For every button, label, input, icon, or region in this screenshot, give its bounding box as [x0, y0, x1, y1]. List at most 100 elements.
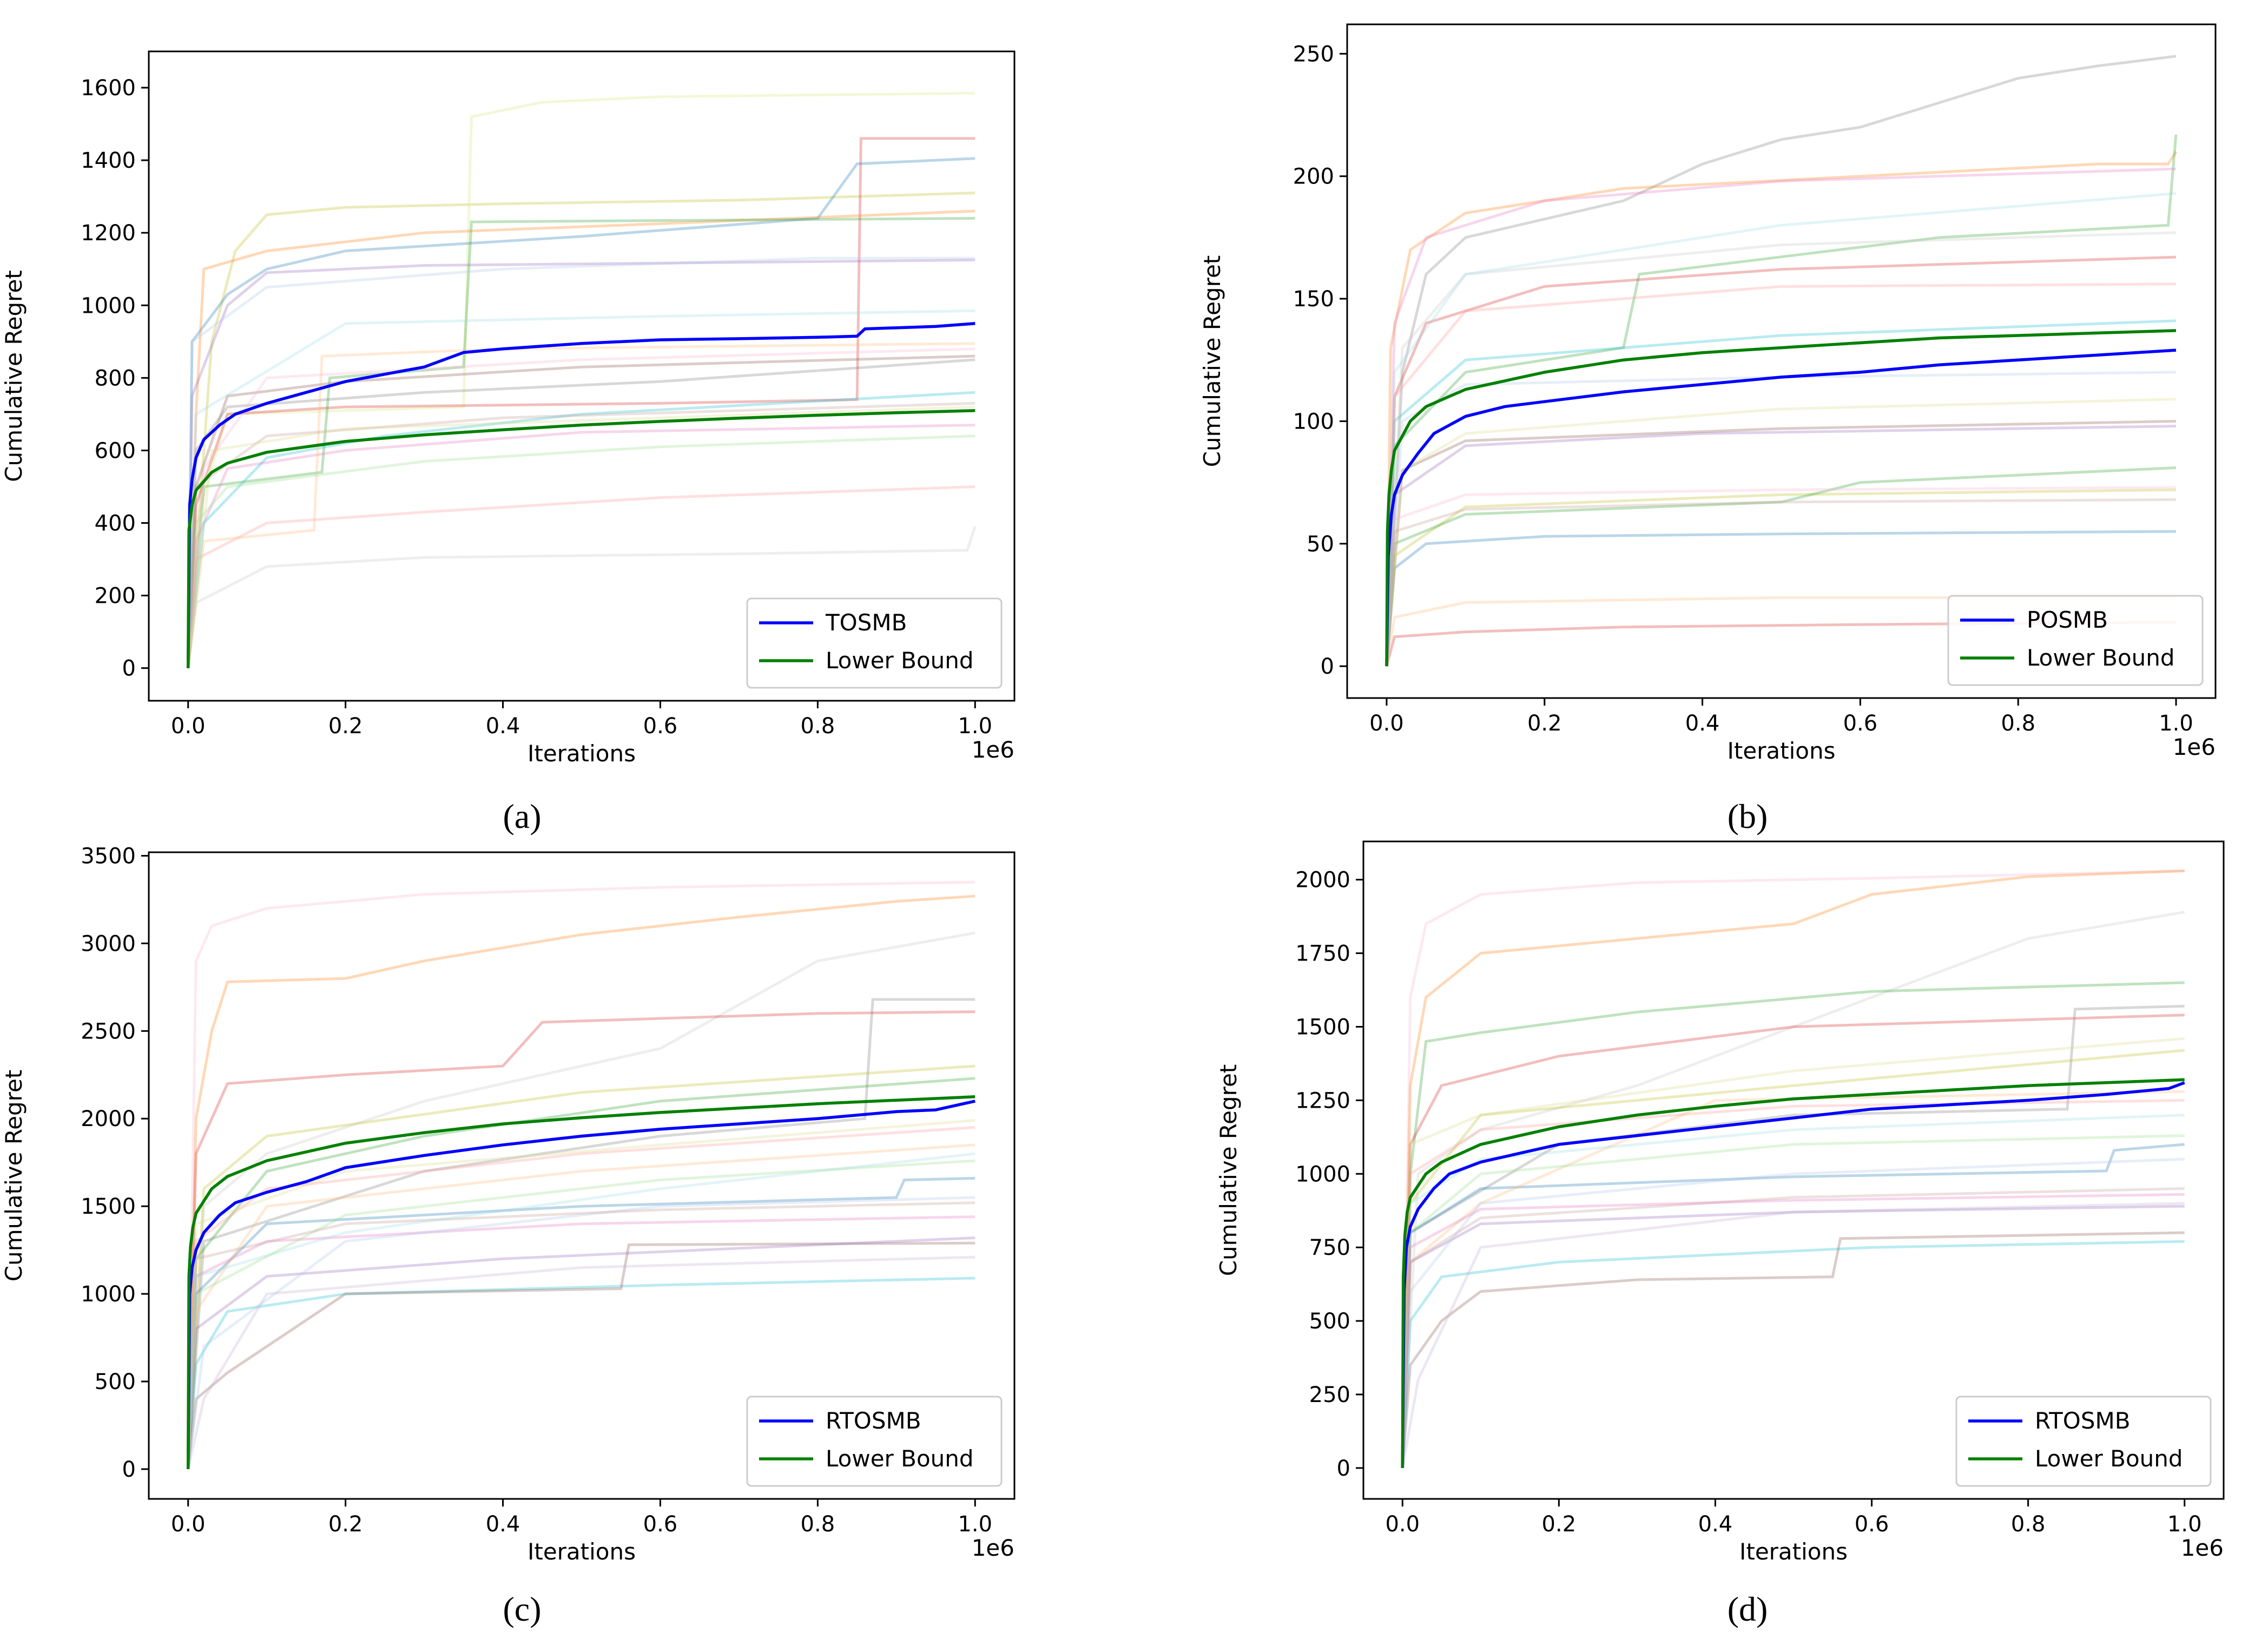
background-run-line: [187, 347, 975, 668]
y-tick-label: 1600: [81, 76, 136, 101]
y-tick-label: 0: [122, 656, 136, 681]
axes-frame: [148, 50, 1016, 702]
panel-caption: (a): [503, 797, 541, 835]
x-tick-label: 0.0: [1369, 711, 1404, 736]
background-run-line: [187, 1196, 975, 1470]
legend: RTOSMB Lower Bound: [1955, 1396, 2212, 1487]
background-run-line: [1385, 134, 2178, 667]
background-run-line: [1401, 869, 2185, 1468]
background-run-line: [187, 256, 975, 668]
y-tick-label: 1400: [81, 148, 136, 173]
legend: RTOSMB Lower Bound: [746, 1396, 1003, 1487]
legend-label: Lower Bound: [2035, 1445, 2183, 1472]
x-tick-label: 0.6: [1855, 1512, 1889, 1537]
y-tick-label: 750: [1309, 1235, 1350, 1260]
background-run-line: [1401, 1049, 2185, 1468]
y-tick-label: 3000: [81, 931, 136, 956]
plot-layer: 0.0 0.2 0.4 0.6 0.8 1.0 0 250 500 750 1000 1250 1500…: [1215, 840, 2225, 1565]
chart-panel-d: 0.0 0.2 0.4 0.6 0.8 1.0 0 250 500 750 1000 1250 1500…: [1215, 840, 2225, 1628]
x-tick-label: 0.2: [328, 714, 363, 739]
y-axis-label: Cumulative Regret: [1215, 1064, 1242, 1276]
legend-label: POSMB: [2027, 607, 2108, 633]
plot-layer: 0.0 0.2 0.4 0.6 0.8 1.0 0 50 100 150 200 250 Iterati…: [1199, 23, 2217, 764]
x-tick-label: 0.2: [1527, 711, 1562, 736]
legend-label: TOSMB: [825, 609, 907, 636]
x-tick-label: 1.0: [2159, 711, 2193, 736]
background-run-line: [1401, 1098, 2185, 1468]
background-run-line: [1385, 151, 2178, 667]
background-run-line: [187, 1010, 975, 1469]
background-run-line: [187, 358, 975, 668]
x-offset-label: 1e6: [2181, 1535, 2224, 1561]
background-run-line: [187, 1215, 975, 1470]
x-tick-label: 0.6: [643, 1512, 678, 1537]
background-run-line: [187, 216, 975, 668]
background-run-line: [1401, 1193, 2185, 1468]
chart-panel-b: 0.0 0.2 0.4 0.6 0.8 1.0 0 50 100 150 200 250 Iterati…: [1199, 23, 2217, 835]
series-line-lower-bound: [186, 1095, 975, 1469]
background-run-line: [1401, 1231, 2185, 1469]
background-run-line: [187, 894, 975, 1469]
y-tick-label: 1250: [1295, 1088, 1350, 1113]
series-line-algorithm: [186, 1100, 975, 1469]
x-tick-label: 1.0: [2167, 1512, 2202, 1537]
y-tick-label: 800: [95, 366, 136, 391]
chart-panel-a: 0.0 0.2 0.4 0.6 0.8 1.0 0 200 400 600 800 1000 1200 1…: [1, 50, 1016, 835]
x-tick-label: 0.8: [801, 1512, 835, 1537]
background-run-line: [1401, 981, 2185, 1468]
axes-frame: [148, 851, 1016, 1500]
panel-caption: (b): [1728, 797, 1768, 835]
x-tick-label: 0.0: [171, 714, 206, 739]
background-run-line: [1385, 498, 2177, 667]
x-tick-label: 0.4: [1698, 1512, 1733, 1537]
background-run-line: [1401, 1202, 2185, 1469]
y-tick-label: 2000: [1295, 868, 1350, 893]
series-line-algorithm: [186, 322, 975, 668]
y-tick-label: 600: [95, 438, 136, 463]
legend-label: Lower Bound: [826, 647, 974, 674]
background-run-line: [1401, 1134, 2185, 1468]
background-run-line: [1401, 1090, 2185, 1468]
background-run-line: [1385, 55, 2177, 667]
background-run-line: [1401, 1205, 2185, 1468]
background-run-line: [187, 137, 975, 668]
legend-box: [1955, 1396, 2212, 1487]
legend-label: Lower Bound: [2027, 644, 2175, 671]
background-run-line: [1401, 1240, 2185, 1469]
background-run-line: [1401, 1157, 2185, 1469]
legend-label: Lower Bound: [826, 1445, 974, 1472]
background-run-line: [187, 1236, 975, 1470]
legend-label: RTOSMB: [826, 1407, 921, 1434]
y-tick-label: 1200: [81, 221, 136, 246]
y-tick-label: 250: [1293, 42, 1334, 67]
x-tick-label: 0.8: [801, 714, 835, 739]
background-run-line: [187, 91, 975, 668]
background-run-line: [187, 1159, 975, 1470]
background-run-line: [1401, 1187, 2185, 1468]
y-tick-label: 2000: [81, 1107, 136, 1131]
x-tick-label: 0.0: [171, 1512, 206, 1537]
y-tick-label: 0: [1321, 654, 1334, 679]
background-run-line: [1385, 398, 2177, 667]
background-run-line: [1401, 1037, 2185, 1468]
background-run-line: [187, 405, 975, 668]
axes-frame: [1346, 23, 2217, 699]
y-tick-label: 200: [1293, 164, 1334, 189]
legend-label: RTOSMB: [2035, 1407, 2131, 1434]
background-run-line: [1385, 255, 2177, 667]
legend-box: [1947, 595, 2204, 686]
plot-layer: 0.0 0.2 0.4 0.6 0.8 1.0 0 200 400 600 800 1000 1200 1…: [1, 50, 1016, 767]
legend-box: [746, 1396, 1003, 1487]
y-tick-label: 250: [1309, 1383, 1350, 1407]
background-run-line: [187, 1126, 975, 1469]
legend-box: [746, 597, 1003, 689]
background-run-line: [187, 259, 975, 668]
background-run-line: [187, 1152, 975, 1470]
y-axis-label: Cumulative Regret: [1, 270, 27, 482]
x-tick-label: 0.6: [643, 714, 678, 739]
background-run-line: [187, 1241, 975, 1470]
x-offset-label: 1e6: [972, 736, 1014, 763]
background-run-line: [187, 1201, 975, 1469]
background-run-line: [187, 880, 975, 1469]
y-tick-label: 500: [1309, 1309, 1350, 1334]
